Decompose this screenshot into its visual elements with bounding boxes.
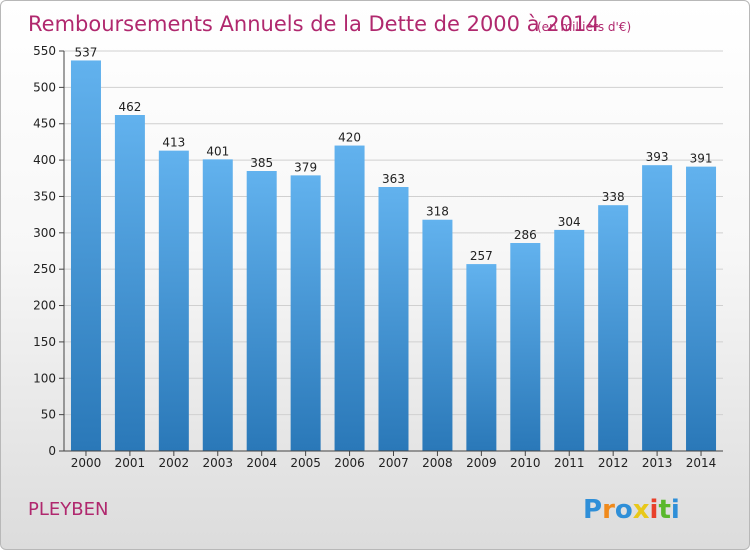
- bar-value-label: 393: [646, 150, 669, 164]
- x-tick-label: 2013: [642, 456, 673, 470]
- y-tick-label: 50: [41, 408, 56, 422]
- bar-value-label: 304: [558, 215, 581, 229]
- bar-value-label: 462: [118, 100, 141, 114]
- bar-2012: [598, 205, 629, 451]
- bar-value-label: 420: [338, 131, 361, 145]
- axis-layer: 0 50 100 150 200 250 300 350 400 450 500 550 2000 200…: [33, 44, 723, 470]
- chart-subtitle: (en milliers d'€): [537, 20, 631, 34]
- bar-2005: [290, 175, 321, 451]
- x-tick-label: 2012: [598, 456, 629, 470]
- chart-title: Remboursements Annuels de la Dette de 20…: [28, 12, 600, 36]
- bar-value-label: 257: [470, 249, 493, 263]
- bar-value-label: 286: [514, 228, 537, 242]
- x-tick-label: 2006: [334, 456, 365, 470]
- y-tick-label: 200: [33, 299, 56, 313]
- proxiti-logo: Proxiti: [583, 495, 680, 525]
- bar-2007: [378, 187, 409, 451]
- bars-layer: 537 462 413 401 385 379 420 363 318 257 286 304 338 3…: [70, 45, 717, 452]
- bar-2008: [422, 219, 453, 451]
- y-tick-label: 0: [48, 444, 56, 458]
- bar-2006: [334, 145, 365, 451]
- logo-letter: x: [633, 495, 650, 525]
- bar-value-label: 338: [602, 190, 625, 204]
- x-tick-label: 2010: [510, 456, 541, 470]
- x-tick-label: 2001: [115, 456, 146, 470]
- bar-2011: [554, 229, 585, 451]
- logo-letter: o: [615, 495, 633, 525]
- bar-2009: [466, 264, 497, 451]
- logo-letter: P: [583, 495, 602, 525]
- logo-letter: r: [602, 495, 615, 525]
- bar-2000: [70, 60, 101, 452]
- bar-2001: [114, 115, 145, 451]
- x-tick-label: 2003: [202, 456, 233, 470]
- x-tick-label: 2014: [686, 456, 717, 470]
- logo-letter: i: [650, 495, 659, 525]
- x-tick-label: 2009: [466, 456, 497, 470]
- x-tick-label: 2000: [71, 456, 102, 470]
- bar-2010: [510, 243, 541, 451]
- bar-value-label: 413: [162, 136, 185, 150]
- y-tick-label: 250: [33, 262, 56, 276]
- y-tick-label: 400: [33, 153, 56, 167]
- bar-value-label: 537: [75, 45, 98, 59]
- x-tick-label: 2008: [422, 456, 453, 470]
- y-tick-label: 100: [33, 371, 56, 385]
- bar-value-label: 379: [294, 160, 317, 174]
- bar-2004: [246, 171, 277, 451]
- y-tick-label: 500: [33, 80, 56, 94]
- bar-value-label: 401: [206, 144, 229, 158]
- y-tick-label: 450: [33, 117, 56, 131]
- bar-value-label: 385: [250, 156, 273, 170]
- bar-2002: [158, 150, 189, 452]
- bar-value-label: 363: [382, 172, 405, 186]
- x-tick-label: 2004: [246, 456, 277, 470]
- commune-name: PLEYBEN: [28, 499, 108, 520]
- bar-value-label: 391: [690, 152, 713, 166]
- bar-value-label: 318: [426, 205, 449, 219]
- x-tick-label: 2011: [554, 456, 585, 470]
- bar-2013: [642, 165, 673, 451]
- y-tick-label: 300: [33, 226, 56, 240]
- y-tick-label: 350: [33, 189, 56, 203]
- x-tick-label: 2002: [159, 456, 190, 470]
- x-tick-label: 2007: [378, 456, 409, 470]
- bar-2003: [202, 159, 233, 451]
- x-tick-label: 2005: [290, 456, 321, 470]
- bar-2014: [686, 166, 717, 452]
- logo-letter: t: [658, 495, 670, 525]
- y-tick-label: 150: [33, 335, 56, 349]
- y-tick-label: 550: [33, 44, 56, 58]
- logo-letter: i: [671, 495, 680, 525]
